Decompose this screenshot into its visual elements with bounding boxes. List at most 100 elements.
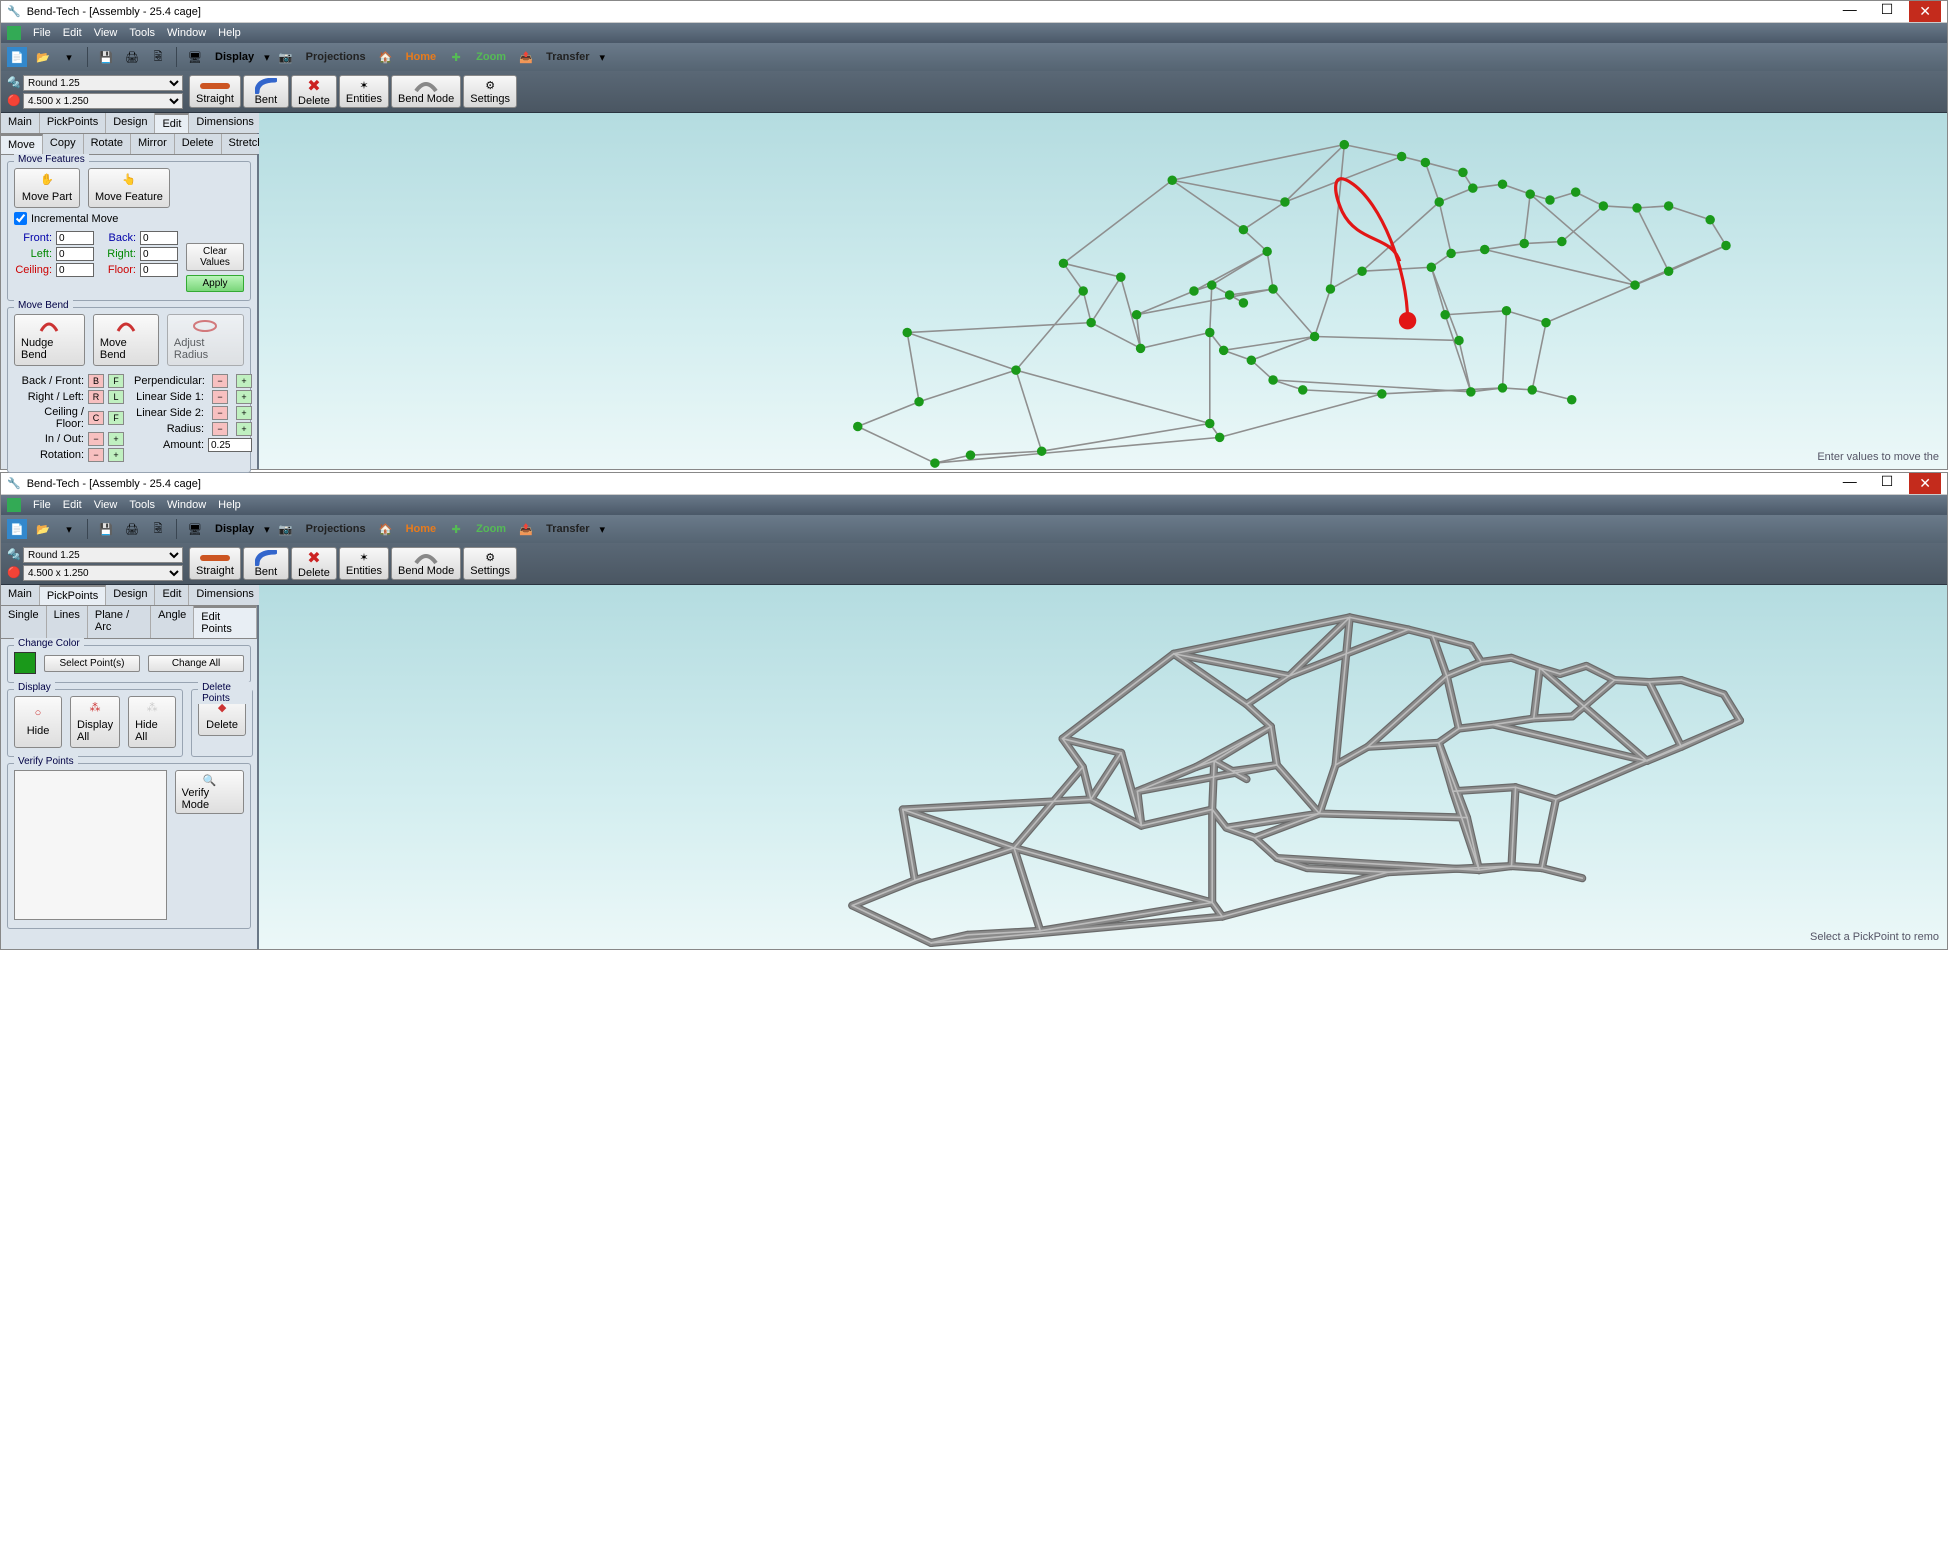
ls2-minus[interactable]: −: [212, 406, 228, 420]
right-input[interactable]: [140, 247, 178, 261]
cf-c[interactable]: C: [88, 411, 104, 425]
menu-edit-b[interactable]: Edit: [63, 499, 82, 511]
subtab-lines[interactable]: Lines: [47, 606, 88, 638]
adjust-radius-button[interactable]: Adjust Radius: [167, 314, 244, 366]
subtab-copy[interactable]: Copy: [43, 134, 84, 154]
tab-design[interactable]: Design: [106, 113, 155, 133]
hide-all-button[interactable]: ⁂Hide All: [128, 696, 176, 748]
tab-edit-b[interactable]: Edit: [155, 585, 189, 605]
entities-button[interactable]: ✶Entities: [339, 75, 389, 108]
ls1-plus[interactable]: +: [236, 390, 252, 404]
menu-help-b[interactable]: Help: [218, 499, 241, 511]
dd-icon-b[interactable]: ▾: [59, 519, 79, 539]
perp-plus[interactable]: +: [236, 374, 252, 388]
bendmode-button[interactable]: Bend Mode: [391, 75, 461, 108]
menu-tools[interactable]: Tools: [129, 27, 155, 39]
menu-edit[interactable]: Edit: [63, 27, 82, 39]
perp-minus[interactable]: −: [212, 374, 228, 388]
settings-button[interactable]: ⚙Settings: [463, 75, 517, 108]
io-minus[interactable]: −: [88, 432, 104, 446]
subtab-editpoints[interactable]: Edit Points: [194, 606, 257, 638]
hide-button[interactable]: ○Hide: [14, 696, 62, 748]
new-icon[interactable]: 📄: [7, 47, 27, 67]
subtab-angle[interactable]: Angle: [151, 606, 194, 638]
settings-button-b[interactable]: ⚙Settings: [463, 547, 517, 580]
color-swatch[interactable]: [14, 652, 36, 674]
front-input[interactable]: [56, 231, 94, 245]
rot-plus[interactable]: +: [108, 448, 124, 462]
preview-icon-b[interactable]: 🗟: [148, 519, 168, 539]
viewport-wireframe[interactable]: Enter values to move the: [259, 113, 1947, 469]
zoom-icon[interactable]: ✚: [446, 47, 466, 67]
nudge-bend-button[interactable]: Nudge Bend: [14, 314, 85, 366]
minimize-button[interactable]: —: [1835, 1, 1865, 22]
incremental-checkbox[interactable]: [14, 212, 27, 225]
entities-button-b[interactable]: ✶Entities: [339, 547, 389, 580]
subtab-mirror[interactable]: Mirror: [131, 134, 175, 154]
home-label[interactable]: Home: [406, 51, 437, 63]
tab-main[interactable]: Main: [1, 113, 40, 133]
subtab-delete[interactable]: Delete: [175, 134, 222, 154]
verify-listbox[interactable]: [14, 770, 167, 920]
straight-button[interactable]: Straight: [189, 75, 241, 108]
zoom-label-b[interactable]: Zoom: [476, 523, 506, 535]
floor-input[interactable]: [140, 263, 178, 277]
preview-icon[interactable]: 🗟: [148, 47, 168, 67]
new-icon-b[interactable]: 📄: [7, 519, 27, 539]
zoom-icon-b[interactable]: ✚: [446, 519, 466, 539]
menu-window[interactable]: Window: [167, 27, 206, 39]
print-icon-b[interactable]: 🖨: [122, 519, 142, 539]
dd-icon[interactable]: ▾: [59, 47, 79, 67]
tab-dimensions-b[interactable]: Dimensions: [189, 585, 261, 605]
projections-icon-b[interactable]: 📷: [276, 519, 296, 539]
maximize-button-b[interactable]: ☐: [1873, 473, 1902, 494]
bent-button[interactable]: Bent: [243, 75, 289, 108]
display-label[interactable]: Display: [215, 51, 254, 63]
move-bend-button[interactable]: Move Bend: [93, 314, 159, 366]
delete-button[interactable]: ✖Delete: [291, 75, 337, 108]
amount-input[interactable]: [208, 438, 252, 452]
rl-l[interactable]: L: [108, 390, 124, 404]
select-points-button[interactable]: Select Point(s): [44, 655, 140, 672]
projections-icon[interactable]: 📷: [276, 47, 296, 67]
tab-dimensions[interactable]: Dimensions: [189, 113, 261, 133]
bent-button-b[interactable]: Bent: [243, 547, 289, 580]
tab-design-b[interactable]: Design: [106, 585, 155, 605]
zoom-label[interactable]: Zoom: [476, 51, 506, 63]
subtab-rotate[interactable]: Rotate: [84, 134, 131, 154]
viewport-render[interactable]: Select a PickPoint to remo: [259, 585, 1947, 949]
menu-tools-b[interactable]: Tools: [129, 499, 155, 511]
die-select[interactable]: 4.500 x 1.250: [23, 93, 183, 109]
bendmode-button-b[interactable]: Bend Mode: [391, 547, 461, 580]
left-input[interactable]: [56, 247, 94, 261]
menu-view[interactable]: View: [94, 27, 118, 39]
cf-f[interactable]: F: [108, 411, 124, 425]
menu-window-b[interactable]: Window: [167, 499, 206, 511]
save-icon[interactable]: 💾: [96, 47, 116, 67]
bf-f[interactable]: F: [108, 374, 124, 388]
material-select[interactable]: Round 1.25: [23, 75, 183, 91]
print-icon[interactable]: 🖨: [122, 47, 142, 67]
subtab-move[interactable]: Move: [1, 134, 43, 154]
save-icon-b[interactable]: 💾: [96, 519, 116, 539]
material-select-b[interactable]: Round 1.25: [23, 547, 183, 563]
home-icon[interactable]: 🏠: [376, 47, 396, 67]
home-icon-b[interactable]: 🏠: [376, 519, 396, 539]
ceiling-input[interactable]: [56, 263, 94, 277]
transfer-icon[interactable]: 📤: [516, 47, 536, 67]
tab-main-b[interactable]: Main: [1, 585, 40, 605]
straight-button-b[interactable]: Straight: [189, 547, 241, 580]
apply-button[interactable]: Apply: [186, 275, 244, 292]
menu-file[interactable]: File: [33, 27, 51, 39]
open-icon-b[interactable]: 📂: [33, 519, 53, 539]
menu-view-b[interactable]: View: [94, 499, 118, 511]
rad-minus[interactable]: −: [212, 422, 228, 436]
tab-pickpoints-b[interactable]: PickPoints: [40, 585, 106, 605]
delete-button-b[interactable]: ✖Delete: [291, 547, 337, 580]
tab-pickpoints[interactable]: PickPoints: [40, 113, 106, 133]
die-select-b[interactable]: 4.500 x 1.250: [23, 565, 183, 581]
subtab-single[interactable]: Single: [1, 606, 47, 638]
display-icon[interactable]: 🖥: [185, 47, 205, 67]
io-plus[interactable]: +: [108, 432, 124, 446]
verify-mode-button[interactable]: 🔍Verify Mode: [175, 770, 244, 814]
